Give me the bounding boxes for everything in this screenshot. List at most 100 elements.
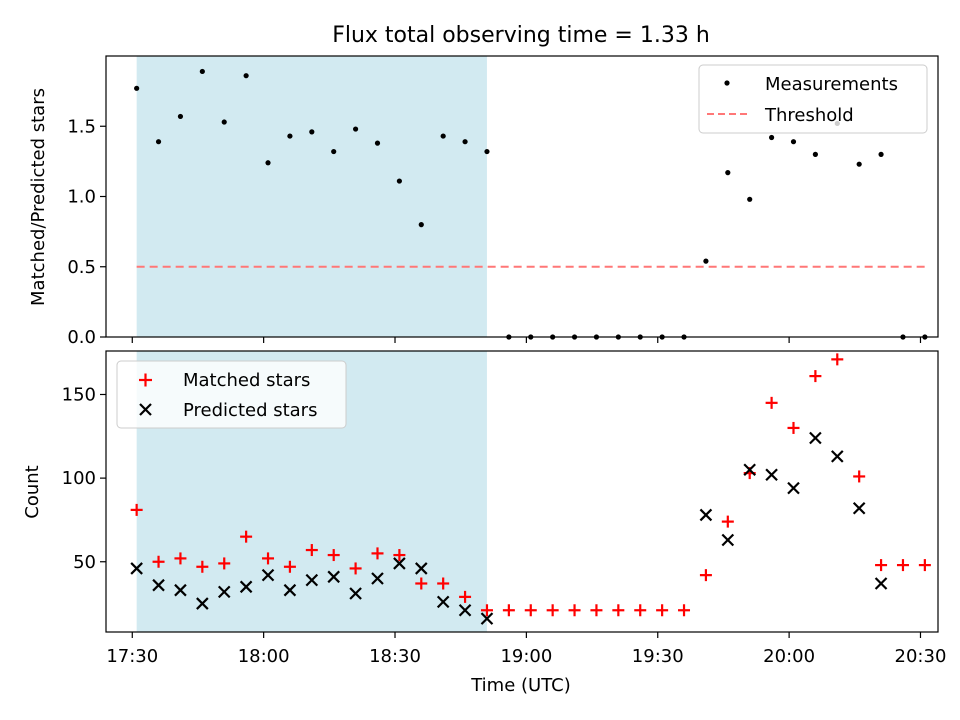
top-y-axis-label: Matched/Predicted stars	[28, 88, 49, 306]
measurement-point	[177, 113, 184, 120]
measurement-point	[747, 196, 753, 202]
matched-star-point	[459, 590, 472, 603]
matched-star-point	[656, 604, 669, 617]
measurement-point	[374, 140, 381, 146]
measurement-point	[790, 139, 797, 145]
legend-threshold-label: Threshold	[764, 105, 854, 126]
top-y-tick-label: 1.5	[67, 116, 96, 137]
measurement-point	[725, 170, 731, 176]
bottom-y-axis-label: Count	[22, 465, 43, 518]
bottom-y-tick-label: 150	[62, 384, 96, 405]
matched-star-point	[240, 530, 253, 543]
matched-star-point	[831, 353, 844, 366]
matched-star-point	[546, 604, 559, 617]
matched-star-point	[875, 559, 888, 572]
legend-measurements-label: Measurements	[765, 74, 898, 95]
measurement-point	[331, 148, 337, 155]
bottom-marks-layer	[130, 353, 931, 625]
legend-predicted-label: Predicted stars	[183, 400, 317, 421]
chart-title: Flux total observing time = 1.33 h	[332, 23, 710, 48]
matched-star-point	[283, 560, 296, 573]
predicted-star-point	[196, 597, 209, 610]
measurement-point	[199, 68, 205, 75]
predicted-star-point	[130, 562, 143, 575]
legend-predicted-marker	[139, 403, 152, 416]
bottom-legend-box	[116, 360, 347, 429]
matched-star-point	[502, 604, 515, 617]
matched-star-point	[437, 577, 450, 590]
bottom-x-tick-label: 18:30	[369, 646, 421, 667]
matched-star-point	[349, 562, 362, 575]
measurement-point	[769, 134, 775, 141]
bottom-y-axis: 50 100 150	[62, 384, 106, 573]
measurement-point	[221, 119, 227, 125]
matched-star-point	[480, 604, 493, 617]
matched-star-point	[809, 370, 822, 383]
measurement-point	[265, 160, 271, 166]
predicted-star-point	[480, 612, 494, 625]
matched-star-point	[415, 577, 428, 590]
predicted-star-point	[809, 431, 822, 445]
predicted-star-point	[283, 583, 297, 597]
predicted-star-point	[239, 580, 253, 594]
top-y-tick-label: 0.5	[67, 257, 96, 278]
predicted-star-point	[152, 578, 165, 592]
top-shaded-interval	[136, 56, 487, 337]
measurement-point	[812, 151, 818, 157]
legend-matched-marker	[139, 373, 152, 387]
predicted-star-point	[436, 595, 450, 609]
bottom-x-tick-label: 18:00	[238, 646, 290, 667]
top-shade-layer	[136, 56, 487, 337]
matched-star-point	[590, 604, 603, 617]
predicted-star-point	[415, 562, 428, 575]
bottom-x-tick-label: 20:00	[763, 646, 815, 667]
matched-star-point	[612, 604, 625, 617]
matched-star-point	[218, 557, 231, 570]
matched-star-point	[130, 503, 143, 516]
matched-star-point	[371, 547, 384, 560]
bottom-x-tick-label: 17:30	[106, 646, 158, 667]
bottom-legend: Matched stars Predicted stars	[116, 360, 347, 429]
measurement-point	[309, 129, 315, 135]
matched-star-point	[196, 560, 209, 573]
matched-star-point	[634, 604, 647, 617]
measurement-point	[703, 258, 709, 264]
bottom-x-tick-label: 19:00	[500, 646, 552, 667]
predicted-star-point	[217, 585, 231, 599]
bottom-x-tick-label: 19:30	[632, 646, 684, 667]
predicted-star-point	[305, 573, 319, 587]
matched-star-point	[918, 559, 931, 572]
predicted-star-point	[874, 577, 888, 590]
matched-star-point	[896, 559, 909, 572]
measurement-point	[484, 148, 490, 155]
measurement-point	[287, 133, 293, 139]
bottom-x-tick-label: 20:30	[895, 646, 947, 667]
matched-star-point	[853, 470, 866, 483]
top-panel: 0.0 0.5 1.0 1.5 Matched/Predicted stars Mea…	[28, 55, 939, 348]
measurement-point	[134, 85, 140, 91]
top-y-tick-label: 0.0	[67, 327, 96, 348]
matched-star-point	[568, 604, 581, 617]
predicted-star-point	[371, 572, 384, 585]
predicted-star-point	[743, 463, 756, 477]
matched-star-point	[393, 549, 406, 562]
top-y-axis: 0.0 0.5 1.0 1.5	[67, 116, 106, 348]
measurement-point	[155, 139, 162, 145]
measurement-point	[418, 222, 424, 228]
legend-matched-label: Matched stars	[183, 370, 310, 391]
matched-star-point	[765, 396, 778, 409]
predicted-star-point	[721, 533, 735, 547]
measurement-point	[462, 139, 468, 145]
matched-star-point	[524, 604, 537, 617]
predicted-star-point	[852, 501, 866, 515]
matched-star-point	[174, 552, 187, 565]
top-legend-box	[698, 64, 928, 134]
top-legend: Measurements Threshold	[698, 64, 928, 134]
predicted-star-point	[458, 603, 472, 617]
predicted-star-point	[327, 570, 340, 584]
matched-star-point	[305, 544, 318, 557]
measurement-point	[353, 126, 359, 132]
matched-star-point	[721, 515, 734, 528]
matched-star-point	[327, 549, 340, 562]
